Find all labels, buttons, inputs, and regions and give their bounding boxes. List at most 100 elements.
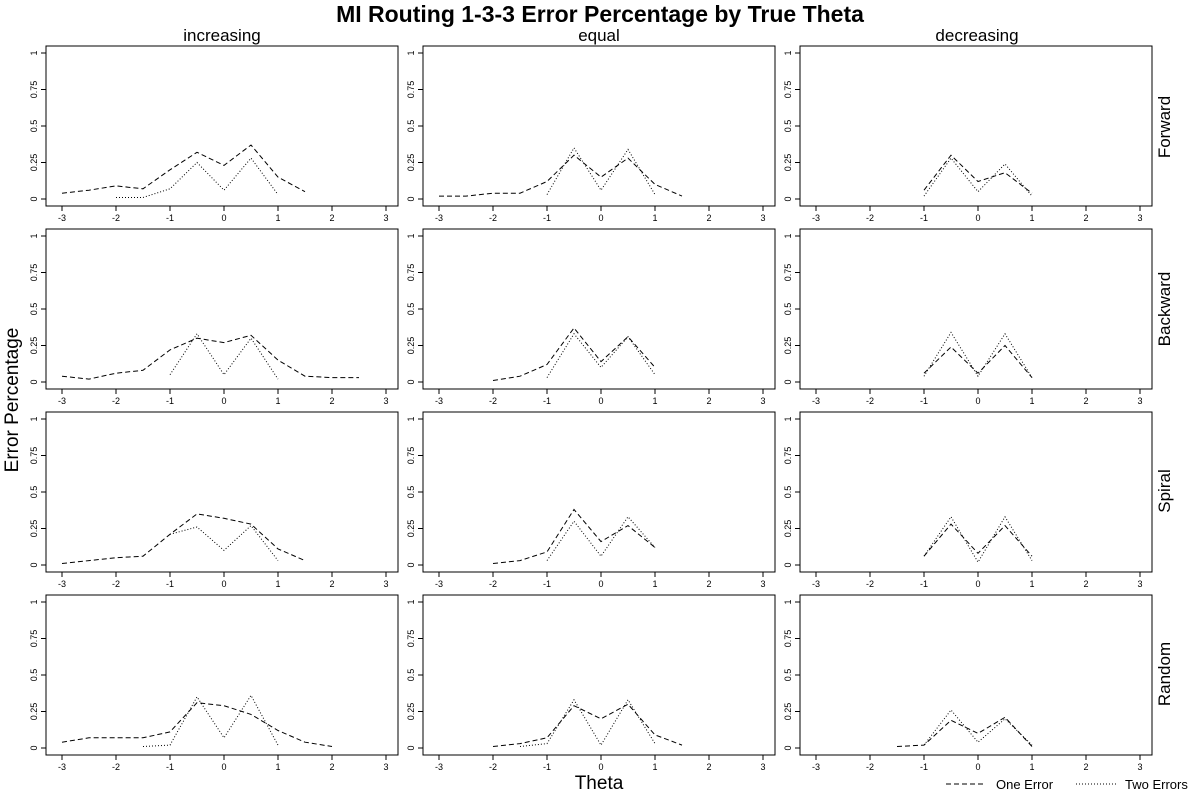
series-line-one-error <box>61 334 359 380</box>
y-tick-label: 0.25 <box>29 337 39 355</box>
panel-frame <box>422 228 776 390</box>
y-tick-label: 0.75 <box>783 81 793 99</box>
x-tick-label: -1 <box>166 579 174 589</box>
x-tick-label: 2 <box>1083 213 1088 223</box>
legend-label-one-error: One Error <box>996 777 1054 792</box>
y-tick-label: 0 <box>406 196 416 201</box>
chart-title: MI Routing 1-3-3 Error Percentage by Tru… <box>336 1 864 27</box>
panel-backward-increasing: -3 -2 -1 0 1 2 3 0 0.25 0.5 0.75 1 <box>29 228 399 406</box>
y-tick-label: 0 <box>406 745 416 750</box>
series-line-one-error <box>492 327 656 381</box>
y-tick-label: 0 <box>29 379 39 384</box>
y-tick-label: 0.25 <box>406 154 416 172</box>
y-tick-label: 0.5 <box>29 120 39 133</box>
panel-frame <box>799 45 1153 207</box>
x-tick-label: -3 <box>812 213 820 223</box>
y-tick-label: 0.75 <box>783 264 793 282</box>
y-tick-label: 0 <box>29 562 39 567</box>
x-tick-label: 1 <box>275 579 280 589</box>
x-tick-label: 3 <box>1137 396 1142 406</box>
x-tick-label: -2 <box>866 762 874 772</box>
x-tick-label: 2 <box>329 579 334 589</box>
x-tick-label: -2 <box>112 579 120 589</box>
panel-frame <box>45 411 399 573</box>
x-tick-label: 3 <box>383 396 388 406</box>
series-line-two-errors <box>116 157 279 198</box>
row-title-forward: Forward <box>1155 96 1174 158</box>
y-tick-label: 0.5 <box>783 120 793 133</box>
series-line-two-errors <box>546 515 656 561</box>
x-tick-label: 1 <box>275 213 280 223</box>
series-line-one-error <box>923 154 1033 194</box>
panel-backward-equal: -3 -2 -1 0 1 2 3 0 0.25 0.5 0.75 1 <box>406 228 776 406</box>
panel-forward-equal: -3 -2 -1 0 1 2 3 0 0.25 0.5 0.75 1 <box>406 45 776 223</box>
y-tick-label: 0.5 <box>406 486 416 499</box>
panel-backward-decreasing: -3 -2 -1 0 1 2 3 0 0.25 0.5 0.75 1 <box>783 228 1153 406</box>
x-tick-label: -1 <box>166 762 174 772</box>
y-tick-label: 0.5 <box>406 120 416 133</box>
x-tick-label: -3 <box>435 213 443 223</box>
x-tick-label: -3 <box>435 579 443 589</box>
y-tick-label: 0.75 <box>29 447 39 465</box>
x-tick-label: 3 <box>1137 213 1142 223</box>
x-tick-label: 3 <box>1137 762 1142 772</box>
y-tick-label: 1 <box>406 416 416 421</box>
y-tick-label: 1 <box>29 416 39 421</box>
x-tick-label: 0 <box>221 213 226 223</box>
y-tick-label: 0.25 <box>29 520 39 538</box>
x-tick-label: -1 <box>543 213 551 223</box>
x-tick-label: 1 <box>275 396 280 406</box>
series-line-one-error <box>492 508 656 564</box>
panel-random-equal: -3 -2 -1 0 1 2 3 0 0.25 0.5 0.75 1 <box>406 594 776 772</box>
y-tick-label: 0.75 <box>783 630 793 648</box>
x-tick-label: 3 <box>383 579 388 589</box>
x-tick-label: -2 <box>489 396 497 406</box>
panel-grid: -3 -2 -1 0 1 2 3 0 0.25 0.5 0.75 1 -3 -2 -1 0 1 2 3 0 0.25 0.… <box>29 45 1153 772</box>
x-tick-label: -1 <box>166 396 174 406</box>
x-tick-label: 3 <box>760 213 765 223</box>
x-tick-label: 0 <box>975 579 980 589</box>
y-tick-label: 0.75 <box>406 630 416 648</box>
x-tick-label: 0 <box>598 762 603 772</box>
x-tick-label: 1 <box>275 762 280 772</box>
x-tick-label: -2 <box>112 762 120 772</box>
x-tick-label: 2 <box>1083 762 1088 772</box>
column-title-decreasing: decreasing <box>935 26 1018 45</box>
x-tick-label: 3 <box>383 213 388 223</box>
x-tick-label: 1 <box>1029 396 1034 406</box>
y-tick-label: 0.75 <box>406 81 416 99</box>
x-tick-label: 2 <box>1083 396 1088 406</box>
x-tick-label: -3 <box>58 762 66 772</box>
series-line-one-error <box>61 513 306 564</box>
series-line-two-errors <box>546 332 656 378</box>
y-tick-label: 0.25 <box>783 337 793 355</box>
x-tick-label: -3 <box>58 213 66 223</box>
y-tick-label: 0 <box>783 196 793 201</box>
x-tick-label: -2 <box>112 213 120 223</box>
column-title-increasing: increasing <box>183 26 261 45</box>
y-tick-label: 0.5 <box>29 669 39 682</box>
series-line-one-error <box>923 344 1033 378</box>
x-tick-label: 0 <box>975 762 980 772</box>
series-line-two-errors <box>169 332 279 380</box>
series-line-one-error <box>61 702 333 747</box>
x-tick-label: -3 <box>812 762 820 772</box>
series-line-one-error <box>896 716 1033 747</box>
x-tick-label: -3 <box>435 762 443 772</box>
y-tick-label: 0.75 <box>29 264 39 282</box>
y-tick-label: 0.25 <box>783 703 793 721</box>
x-tick-label: 2 <box>706 762 711 772</box>
panel-frame <box>799 411 1153 573</box>
x-tick-label: 0 <box>221 579 226 589</box>
x-tick-label: 2 <box>329 396 334 406</box>
x-tick-label: -2 <box>866 579 874 589</box>
x-tick-label: 0 <box>598 213 603 223</box>
panel-frame <box>422 45 776 207</box>
y-tick-label: 0 <box>29 196 39 201</box>
x-tick-label: -2 <box>866 213 874 223</box>
row-title-spiral: Spiral <box>1155 469 1174 512</box>
x-tick-label: -3 <box>812 579 820 589</box>
y-tick-label: 1 <box>783 599 793 604</box>
x-tick-label: -2 <box>489 762 497 772</box>
